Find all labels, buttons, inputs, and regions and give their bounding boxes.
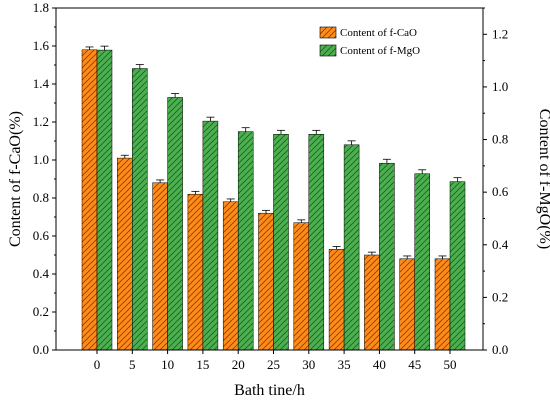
bar-mgo bbox=[414, 173, 430, 351]
legend-label-cao: Content of f-CaO bbox=[340, 27, 417, 39]
left-y-axis-title: Content of f-CaO(%) bbox=[7, 111, 24, 247]
x-tick-label: 0 bbox=[94, 357, 101, 372]
bar-cao bbox=[399, 258, 415, 351]
error-bar-mgo bbox=[135, 64, 144, 69]
bar-cao bbox=[434, 258, 451, 351]
bar-mgo bbox=[132, 68, 148, 351]
error-bar-mgo bbox=[206, 116, 215, 122]
error-bar-group bbox=[85, 45, 462, 259]
bar-cao bbox=[222, 201, 239, 351]
right-tick-label: 0.2 bbox=[492, 289, 508, 304]
x-tick-label: 50 bbox=[444, 357, 457, 372]
error-bar-cao bbox=[438, 255, 447, 259]
error-bar-cao bbox=[191, 190, 200, 195]
error-bar-cao bbox=[120, 154, 129, 159]
bar-cao bbox=[293, 222, 310, 351]
bar-cao bbox=[364, 254, 380, 351]
left-tick-label: 1.2 bbox=[33, 114, 49, 129]
x-tick-label: 35 bbox=[338, 357, 351, 372]
left-tick-label: 1.6 bbox=[33, 38, 50, 53]
error-bar-cao bbox=[297, 219, 306, 223]
error-bar-cao bbox=[262, 209, 270, 214]
left-tick-label: 0.8 bbox=[33, 190, 49, 205]
right-tick-label: 0.4 bbox=[492, 237, 509, 252]
error-bar-mgo bbox=[100, 45, 109, 51]
bar-mgo bbox=[343, 144, 360, 351]
error-bar-cao bbox=[85, 46, 94, 50]
left-tick-label: 1.0 bbox=[33, 152, 49, 167]
bar-cao bbox=[81, 49, 98, 351]
error-bar-cao bbox=[367, 251, 376, 255]
right-tick-label: 0.6 bbox=[492, 184, 509, 199]
bar-mgo bbox=[96, 49, 113, 351]
x-tick-label: 45 bbox=[408, 357, 421, 372]
bar-cao bbox=[328, 249, 345, 351]
left-axis-ticks: 0.0 0.2 0.4 0.6 0.8 1.0 1.2 1.4 1.6 1.8 bbox=[33, 0, 56, 357]
x-tick-label: 40 bbox=[373, 357, 386, 372]
x-tick-label: 25 bbox=[267, 357, 280, 372]
error-bar-cao bbox=[156, 179, 165, 183]
left-tick-label: 0.0 bbox=[33, 342, 49, 357]
error-bar-mgo bbox=[347, 140, 356, 145]
x-tick-label: 10 bbox=[161, 357, 174, 372]
bar-mgo bbox=[308, 134, 325, 351]
left-tick-label: 0.4 bbox=[33, 266, 50, 281]
legend-label-mgo: Content of f-MgO bbox=[340, 45, 420, 57]
x-tick-label: 5 bbox=[129, 357, 136, 372]
x-axis-ticks: 0 5 10 15 20 25 30 35 40 45 50 bbox=[94, 350, 457, 372]
error-bar-mgo bbox=[382, 158, 391, 164]
right-tick-label: 0.8 bbox=[492, 132, 508, 147]
left-tick-label: 0.2 bbox=[33, 304, 49, 319]
error-bar-mgo bbox=[312, 129, 321, 135]
bar-cao bbox=[152, 182, 168, 351]
error-bar-cao bbox=[226, 198, 235, 202]
bar-mgo bbox=[202, 120, 219, 351]
right-tick-label: 1.2 bbox=[492, 26, 508, 41]
right-tick-label: 0.0 bbox=[492, 342, 508, 357]
error-bar-mgo bbox=[453, 177, 462, 182]
x-tick-label: 15 bbox=[196, 357, 209, 372]
error-bar-mgo bbox=[241, 127, 250, 132]
x-axis-title: Bath tine/h bbox=[234, 382, 305, 399]
error-bar-mgo bbox=[277, 129, 285, 135]
error-bar-cao bbox=[332, 246, 341, 250]
left-tick-label: 1.8 bbox=[33, 0, 49, 15]
error-bar-cao bbox=[403, 255, 412, 259]
bar-mgo bbox=[273, 134, 289, 351]
bar-mgo bbox=[449, 181, 466, 351]
left-tick-label: 0.6 bbox=[33, 228, 50, 243]
error-bar-mgo bbox=[171, 93, 180, 98]
legend-swatch-cao bbox=[319, 26, 337, 39]
bar-mgo bbox=[167, 97, 183, 351]
left-tick-label: 1.4 bbox=[33, 76, 50, 91]
bar-cao bbox=[117, 157, 133, 351]
x-tick-label: 30 bbox=[302, 357, 315, 372]
bar-mgo bbox=[237, 131, 254, 351]
legend-swatch-mgo bbox=[319, 44, 337, 57]
bar-group bbox=[81, 49, 466, 351]
right-axis-ticks: 0.0 0.2 0.4 0.6 0.8 1.0 1.2 bbox=[483, 7, 509, 357]
legend: Content of f-CaO Content of f-MgO bbox=[319, 26, 420, 57]
bar-cao bbox=[258, 212, 274, 351]
right-y-axis-title: Content of f-MgO(%) bbox=[536, 109, 550, 249]
bar-mgo bbox=[379, 162, 395, 351]
right-tick-label: 1.0 bbox=[492, 79, 508, 94]
error-bar-mgo bbox=[418, 169, 427, 174]
x-tick-label: 20 bbox=[232, 357, 245, 372]
bar-cao bbox=[187, 193, 204, 351]
